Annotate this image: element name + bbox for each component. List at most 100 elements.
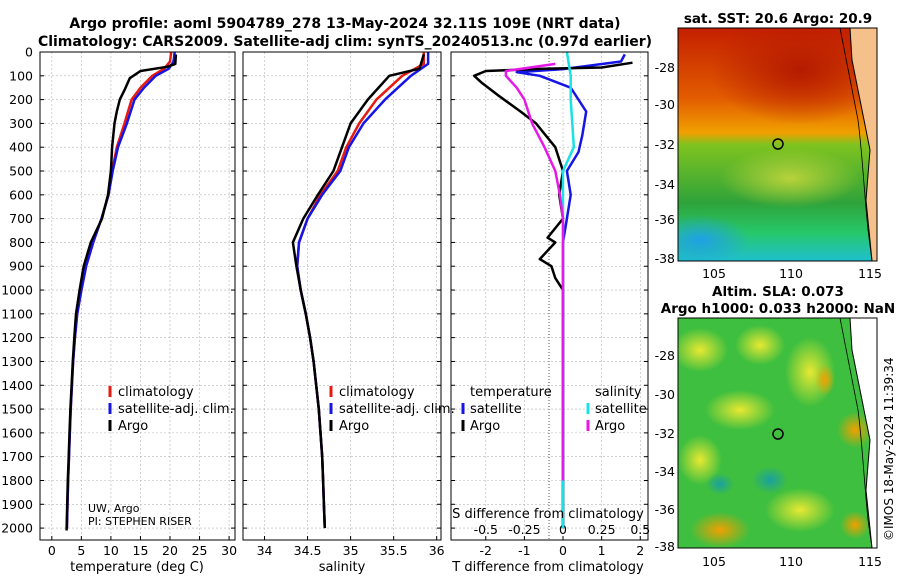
- sst-warm-patch: [710, 28, 877, 125]
- x-tick-label: 35.5: [380, 543, 408, 558]
- sst-map-frame: [677, 27, 878, 262]
- x-tick-label: 25: [192, 543, 208, 558]
- pressure-tick-label: 1000: [1, 283, 33, 298]
- legend-sal-argo-label: Argo: [595, 419, 625, 434]
- sst-ytick: -28: [655, 60, 675, 75]
- sst-ytick: -30: [655, 97, 675, 112]
- sla-high-patch: [678, 435, 722, 485]
- sst-ytick: -34: [655, 177, 675, 192]
- sla-map-frame: [677, 317, 878, 549]
- s-tick-label: -0.25: [508, 522, 540, 537]
- sla-peak-patch: [837, 412, 873, 448]
- uw-note: UW, Argo: [88, 502, 140, 515]
- x-tick-label: 15: [133, 543, 149, 558]
- pressure-tick-label: 900: [9, 259, 33, 274]
- figure-title-line2: Climatology: CARS2009. Satellite-adj cli…: [38, 34, 652, 50]
- sst-ytick: -32: [655, 137, 675, 152]
- s-tick-label: 0.5: [630, 522, 650, 537]
- sst-depth-contour: [839, 28, 873, 261]
- sla-low-patch: [752, 466, 788, 494]
- difference-series: [472, 51, 633, 529]
- sla-ytick: -30: [655, 387, 675, 402]
- sla-peak-patch: [690, 512, 750, 548]
- pressure-tick-label: 400: [9, 140, 33, 155]
- s-tick-label: 0: [559, 522, 567, 537]
- difference-legend: temperature salinity satellite Argo sate…: [461, 385, 647, 434]
- temperature-legend: climatology satellite-adj. clim. Argo: [108, 385, 234, 434]
- x-tick-label: 20: [162, 543, 178, 558]
- x-tick-label: 0: [48, 543, 56, 558]
- sst-xtick: 110: [779, 266, 803, 281]
- sla-high-patch: [678, 328, 728, 372]
- legend-salinity-title: salinity: [595, 385, 642, 400]
- s-difference-xlabel: S difference from climatology: [452, 507, 644, 522]
- difference-grid: [451, 51, 648, 540]
- x-tick-label: 5: [77, 543, 85, 558]
- legend-temp-satellite-label: satellite: [470, 402, 522, 417]
- sst-front-patch: [720, 148, 860, 208]
- sla-high-patch: [765, 488, 835, 532]
- sla-ytick: -36: [655, 502, 675, 517]
- legend-sal-satellite-label: satellite: [595, 402, 647, 417]
- sst-xtick: 105: [702, 266, 726, 281]
- s-tick-label: 0.25: [588, 522, 616, 537]
- sla-ytick: -38: [655, 539, 675, 554]
- salinity-series: [291, 52, 430, 529]
- x-tick-label: 35: [343, 543, 359, 558]
- x-tick-label: 2: [636, 543, 644, 558]
- sla-peak-patch: [815, 364, 835, 396]
- legend-temperature-title: temperature: [470, 385, 552, 400]
- s-tick-label: -0.5: [474, 522, 498, 537]
- difference-axes-frame: [450, 51, 649, 541]
- series-line-argo: [291, 54, 425, 529]
- sla-argo-marker: [772, 428, 784, 440]
- pressure-tick-label: 1200: [1, 330, 33, 345]
- sla-map: Altim. SLA: 0.073 Argo h1000: 0.033 h200…: [655, 284, 896, 569]
- x-tick-label: -2: [480, 543, 492, 558]
- pressure-tick-label: 500: [9, 164, 33, 179]
- x-tick-label: 0: [559, 543, 567, 558]
- pressure-tick-label: 600: [9, 187, 33, 202]
- pressure-tick-label: 300: [9, 116, 33, 131]
- sst-field: [678, 28, 877, 261]
- pressure-tick-label: 1700: [1, 449, 33, 464]
- series-line-temperature-argo: [472, 61, 633, 529]
- sla-ytick: -34: [655, 464, 675, 479]
- sla-depth-contour: [839, 318, 873, 548]
- sla-map-title-line2: Argo h1000: 0.033 h2000: NaN: [661, 301, 895, 317]
- pressure-tick-label: 1800: [1, 473, 33, 488]
- sst-ytick: -38: [655, 251, 675, 266]
- sst-argo-marker: [772, 138, 784, 150]
- pressure-tick-label: 700: [9, 211, 33, 226]
- sla-low-patch: [706, 473, 734, 495]
- sla-peak-patch: [840, 511, 870, 539]
- sla-high-patch: [705, 390, 775, 430]
- imos-timestamp: ©IMOS 18-May-2024 11:39:34: [882, 357, 896, 541]
- sst-xtick: 115: [858, 266, 882, 281]
- sst-y-ticks: -28 -30 -32 -34 -36 -38: [655, 60, 675, 266]
- sst-x-ticks: 105 110 115: [702, 266, 882, 281]
- x-tick-label: 34.5: [294, 543, 322, 558]
- x-tick-label: 30: [221, 543, 237, 558]
- legend-satellite-label: satellite-adj. clim.: [118, 402, 234, 417]
- x-tick-label: 1: [598, 543, 606, 558]
- pressure-tick-label: 2000: [1, 521, 33, 536]
- series-line-argo: [65, 54, 178, 531]
- pressure-tick-label: 200: [9, 92, 33, 107]
- temperature-profile-panel: 0100200300400500600700800900100011001200…: [1, 45, 237, 576]
- sla-land: [849, 318, 877, 548]
- t-difference-xlabel: T difference from climatology: [451, 560, 644, 575]
- x-tick-label: 10: [103, 543, 119, 558]
- sla-ytick: -32: [655, 426, 675, 441]
- salinity-tick-labels: 34 34.5 35 35.5 36: [257, 543, 445, 558]
- temperature-axes-frame: [39, 51, 236, 541]
- sla-xtick: 110: [779, 554, 803, 569]
- pressure-tick-label: 1600: [1, 425, 33, 440]
- sla-ytick: -28: [655, 348, 675, 363]
- sst-land: [849, 28, 877, 261]
- pressure-tick-label: 100: [9, 68, 33, 83]
- x-tick-label: 34: [257, 543, 273, 558]
- sla-xtick: 105: [702, 554, 726, 569]
- legend-satellite-label: satellite-adj. clim.: [339, 402, 455, 417]
- temperature-tick-labels: 0 5 10 15 20 25 30: [48, 543, 237, 558]
